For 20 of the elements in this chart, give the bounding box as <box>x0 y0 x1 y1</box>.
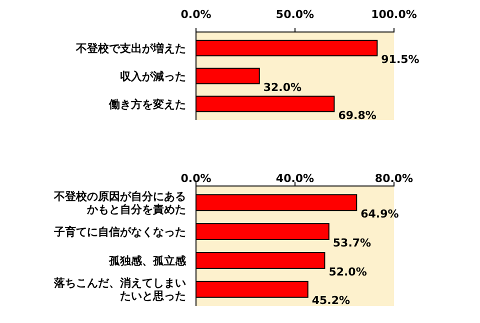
x-tick-label: 0.0% <box>180 172 212 185</box>
data-label: 45.2% <box>312 294 350 308</box>
y-tick-label: 不登校の原因が自分にあるかもと自分を責めた <box>53 190 186 216</box>
y-tick-label: 落ちこんだ、消えてしまいたいと思った <box>53 276 186 303</box>
data-label: 52.0% <box>328 265 367 278</box>
data-label: 53.7% <box>332 236 372 250</box>
data-label: 64.9% <box>360 207 399 220</box>
x-tick-label: 0.0% <box>180 8 212 21</box>
y-tick-label: 働き方を変えた <box>108 98 186 111</box>
y-tick-label: 収入が減った <box>120 70 186 83</box>
y-tick-label: 不登校で支出が増えた <box>75 42 186 55</box>
x-tick-label: 100.0% <box>371 8 417 21</box>
data-label: 32.0% <box>263 80 302 94</box>
x-tick-label: 80.0% <box>374 172 414 185</box>
data-label: 69.8% <box>338 108 376 122</box>
y-tick-label: 子育てに自信がなくなった <box>53 225 186 238</box>
data-label: 91.5% <box>381 52 420 66</box>
x-tick-label: 50.0% <box>276 8 314 21</box>
y-tick-label: 孤独感、孤立感 <box>108 254 187 268</box>
x-tick-label: 40.0% <box>276 172 314 185</box>
